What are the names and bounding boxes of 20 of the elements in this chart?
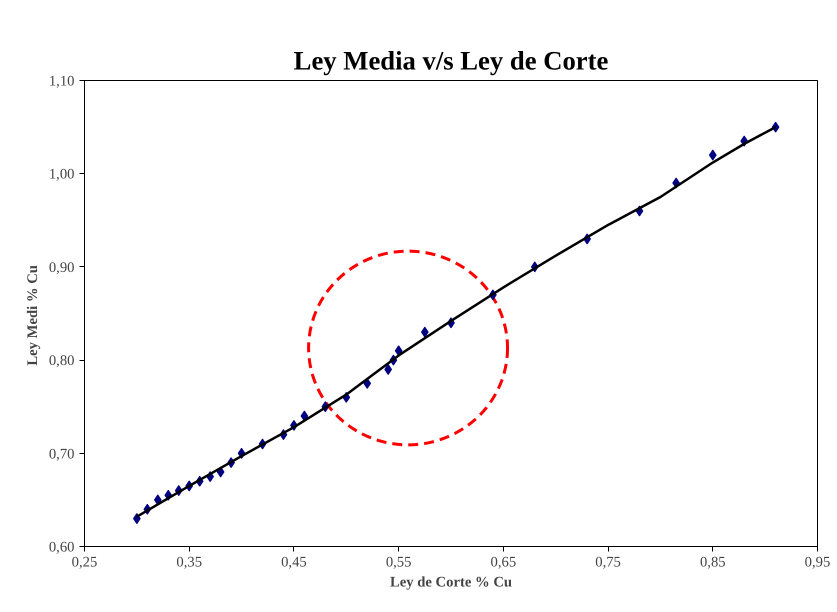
x-tick-label: 0,55 bbox=[386, 554, 412, 570]
y-tick-label: 0,70 bbox=[48, 446, 75, 462]
point bbox=[384, 364, 392, 375]
point bbox=[708, 150, 717, 161]
x-tick-label: 0,95 bbox=[804, 554, 830, 570]
y-tick-label: 0,90 bbox=[48, 260, 75, 276]
y-tick-label: 1,00 bbox=[48, 166, 75, 183]
x-tick-label: 0,25 bbox=[72, 554, 98, 570]
x-tick-label: 0,35 bbox=[176, 554, 202, 570]
point bbox=[420, 326, 429, 338]
x-tick-label: 0,85 bbox=[700, 554, 726, 570]
chart-title: Ley Media v/s Ley de Corte bbox=[294, 46, 608, 76]
x-tick-label: 0,45 bbox=[281, 554, 307, 570]
x-tick-label: 0,75 bbox=[595, 554, 621, 570]
y-tick-label: 1,10 bbox=[48, 74, 75, 90]
y-tick-label: 0,60 bbox=[48, 540, 75, 556]
y-axis-title: Ley Medi % Cu bbox=[24, 265, 41, 366]
x-tick-label: 0,65 bbox=[490, 554, 516, 570]
y-tick-label: 0,80 bbox=[48, 353, 75, 370]
x-axis-title: Ley de Corte % Cu bbox=[390, 574, 512, 590]
